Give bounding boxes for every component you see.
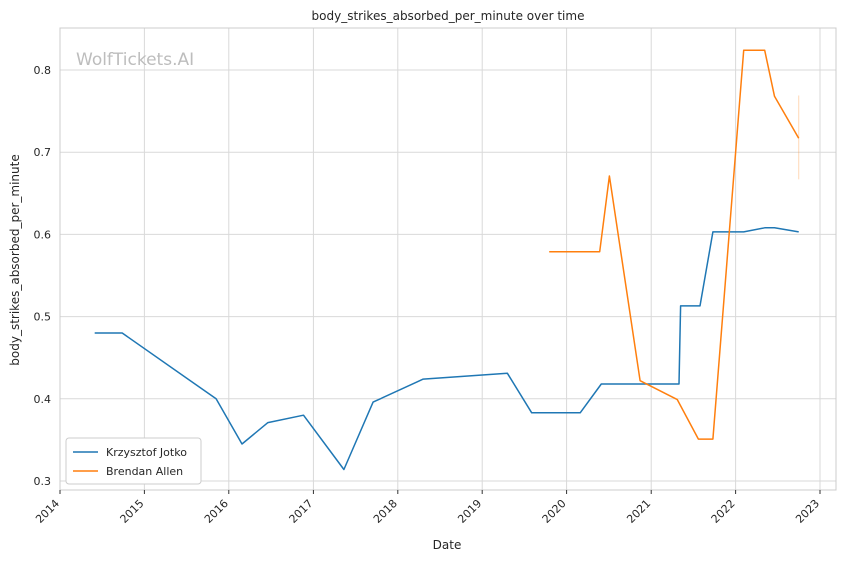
legend: Krzysztof Jotko Brendan Allen (66, 438, 201, 484)
chart-title: body_strikes_absorbed_per_minute over ti… (312, 9, 585, 23)
legend-label-brendan-allen: Brendan Allen (106, 465, 183, 478)
y-tick-label: 0.5 (34, 311, 52, 324)
watermark-text: WolfTickets.AI (76, 50, 194, 70)
y-tick-label: 0.3 (34, 475, 52, 488)
legend-label-krzysztof-jotko: Krzysztof Jotko (106, 446, 187, 459)
y-tick-label: 0.6 (34, 228, 52, 241)
y-tick-label: 0.7 (34, 146, 52, 159)
y-axis-label: body_strikes_absorbed_per_minute (8, 154, 22, 365)
x-axis-label: Date (433, 538, 462, 552)
y-tick-label: 0.8 (34, 64, 52, 77)
y-tick-label: 0.4 (34, 393, 52, 406)
